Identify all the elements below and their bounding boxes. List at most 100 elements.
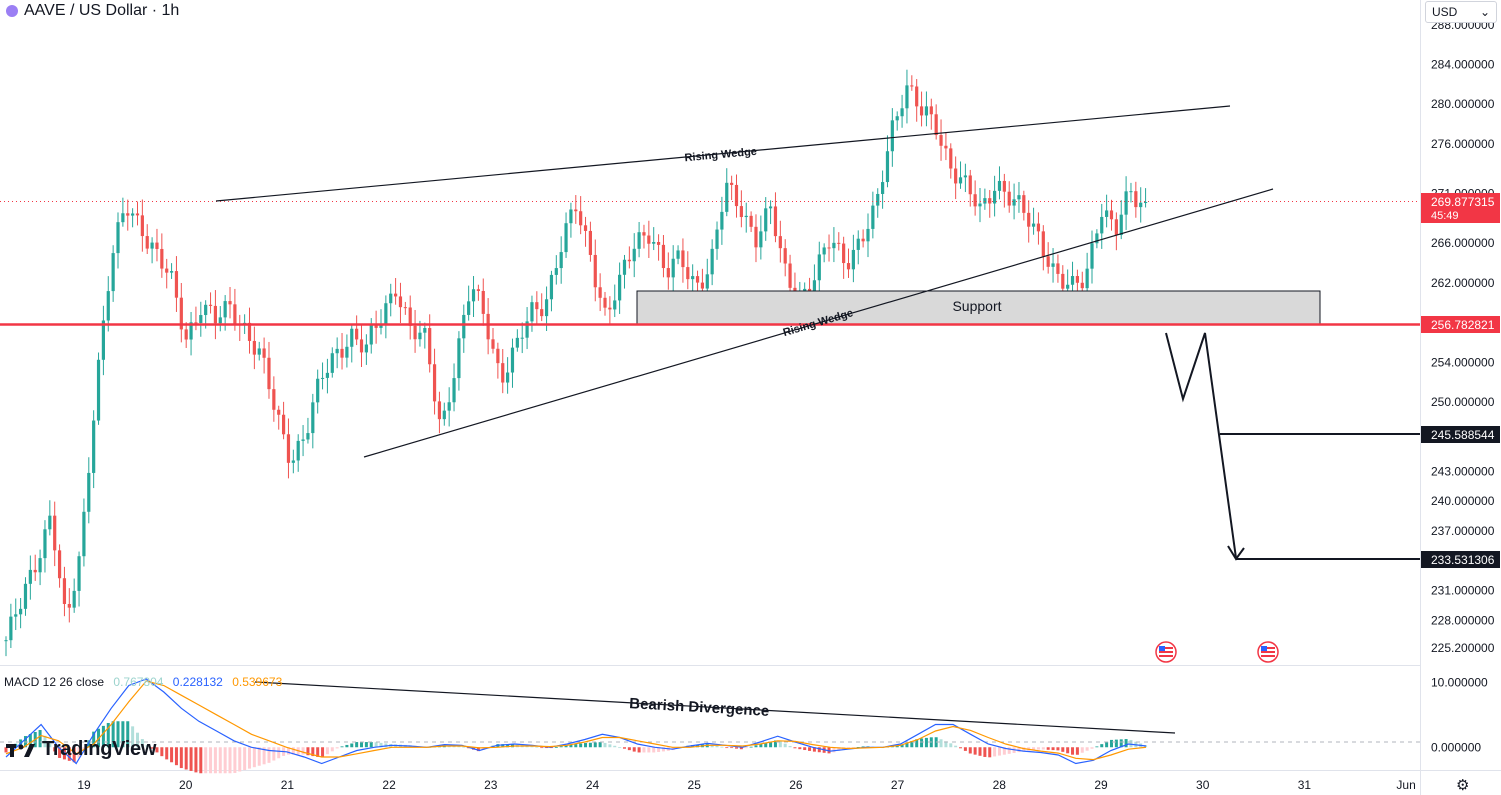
candle-body [53, 515, 57, 551]
time-tick-label: 28 [993, 778, 1007, 792]
price-tick-label: 262.000000 [1431, 276, 1495, 290]
macd-histogram-bar [306, 747, 310, 756]
us-flag-event-icon[interactable] [1155, 641, 1177, 663]
candle-body [515, 337, 519, 348]
candle-body [686, 267, 690, 280]
candle-body [452, 378, 456, 403]
macd-line[interactable] [5, 678, 1147, 765]
candle-body [929, 106, 933, 115]
gear-icon[interactable]: ⚙ [1456, 777, 1470, 794]
macd-histogram-bar [360, 742, 364, 748]
macd-histogram-bar [189, 747, 193, 771]
macd-histogram-bar [739, 747, 743, 750]
divergence-line[interactable] [254, 681, 1176, 734]
candle-body [934, 114, 938, 136]
candle-body [642, 232, 646, 236]
candle-body [720, 211, 724, 230]
candle-body [827, 247, 831, 249]
candle-body [661, 244, 666, 269]
macd-histogram-bar [905, 742, 909, 748]
currency-select[interactable]: USD ⌄ [1425, 1, 1497, 23]
macd-histogram-bar [1002, 747, 1006, 755]
candle-body [491, 339, 495, 349]
candle-body [676, 250, 680, 259]
macd-histogram-bar [1075, 747, 1079, 755]
time-tick-label: 25 [688, 778, 702, 792]
candle-body [262, 348, 266, 358]
candle-body [968, 175, 972, 195]
candle-body [208, 304, 213, 306]
candle-body [82, 511, 86, 557]
macd-legend[interactable]: MACD 12 26 close 0.767804 0.228132 0.539… [4, 675, 288, 689]
candle-body [23, 583, 28, 609]
macd-histogram-bar [647, 747, 651, 753]
candle-body [881, 182, 885, 194]
candle-body [866, 228, 870, 242]
candle-body [272, 389, 276, 410]
candle-body [165, 268, 169, 273]
macd-histogram-bar [540, 747, 544, 749]
symbol-title[interactable]: AAVE / US Dollar · 1h [24, 2, 180, 19]
macd-histogram-bar [1036, 747, 1040, 750]
candle-body [184, 329, 188, 340]
price-tick-label: 284.000000 [1431, 58, 1495, 72]
candle-body [1129, 191, 1133, 193]
price-tick-label: 266.000000 [1431, 236, 1495, 250]
candle-body [384, 303, 388, 325]
candle-body [773, 206, 778, 237]
candle-body [812, 280, 817, 293]
macd-histogram-bar [574, 744, 578, 748]
macd-histogram-bar [170, 747, 174, 763]
candle-body [72, 590, 76, 608]
candle-body [155, 242, 159, 249]
candle-body [428, 328, 432, 365]
candle-body [1022, 195, 1026, 213]
candle-body [418, 332, 422, 340]
macd-histogram-bar [973, 747, 977, 755]
candle-body [876, 193, 880, 206]
candle-body [905, 85, 909, 109]
macd-histogram-bar [1105, 741, 1109, 748]
macd-histogram-bar [1119, 739, 1123, 748]
candle-body [33, 569, 37, 573]
macd-histogram-bar [476, 747, 480, 752]
macd-histogram-bar [145, 744, 149, 748]
wedge-upper-line[interactable] [215, 105, 1231, 202]
candle-body [851, 249, 855, 270]
wedge-lower-line[interactable] [363, 188, 1274, 458]
macd-histogram-bar [1124, 739, 1128, 748]
wedge-upper-label: Rising Wedge [684, 146, 757, 165]
candle-body [1012, 199, 1016, 206]
candle-body [846, 263, 851, 270]
time-tick-label: 21 [281, 778, 295, 792]
candle-body [734, 184, 739, 207]
candle-body [1061, 273, 1065, 289]
us-flag-event-icon[interactable] [1257, 641, 1279, 663]
macd-histogram-bar [267, 747, 271, 763]
macd-histogram-bar [642, 747, 646, 753]
signal-line[interactable] [5, 680, 1147, 761]
macd-histogram-bar [549, 747, 553, 749]
macd-histogram-bar [910, 741, 914, 748]
candle-body [622, 259, 627, 275]
macd-histogram-bar [778, 741, 782, 748]
support-zone[interactable] [636, 290, 1321, 325]
chart-header[interactable]: AAVE / US Dollar · 1h [6, 2, 179, 20]
candle-body [228, 301, 232, 305]
candle-body [618, 274, 622, 301]
macd-histogram-bar [1080, 747, 1084, 753]
candle-body [92, 420, 96, 473]
macd-histogram-bar [993, 747, 997, 757]
tradingview-logo[interactable]: TradingView [6, 738, 156, 761]
candle-body [1080, 282, 1084, 289]
candle-body [1031, 223, 1036, 227]
candle-body [1027, 212, 1031, 227]
macd-histogram-bar [759, 743, 763, 748]
macd-histogram-bar [291, 747, 295, 755]
candle-body [1095, 233, 1099, 244]
candle-body [978, 203, 982, 207]
projection-path[interactable] [1165, 332, 1237, 559]
time-tick-label: 26 [789, 778, 803, 792]
macd-histogram-bar [111, 721, 115, 748]
